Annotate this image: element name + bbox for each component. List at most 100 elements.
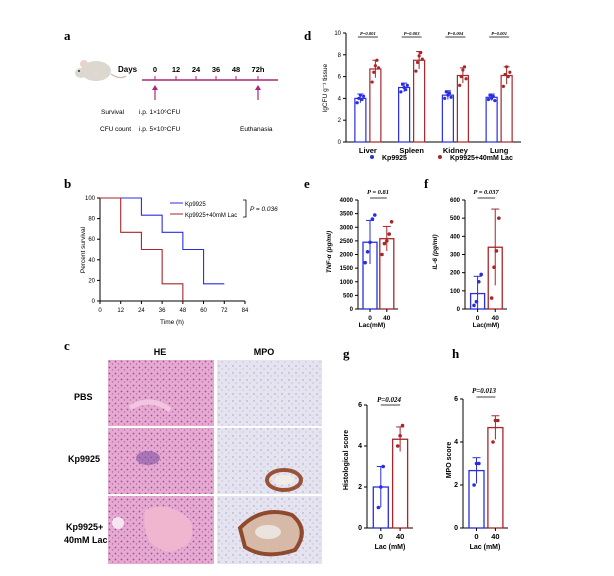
survival-dose: i.p. 1×10⁶CFU (139, 109, 180, 116)
data-point (464, 77, 468, 81)
data-point (477, 461, 481, 466)
p-value-label: P=0.001 (360, 31, 376, 36)
data-point (361, 94, 366, 98)
y-tick-label: 0 (454, 525, 458, 532)
mouse-icon (75, 60, 127, 81)
y-tick-label: 6 (338, 75, 342, 81)
data-point (375, 58, 379, 62)
category-label: Spleen (399, 146, 424, 155)
data-point (365, 249, 370, 254)
data-point (472, 483, 476, 487)
y-tick-label: 400 (450, 234, 461, 240)
mpo-image-kp (217, 428, 322, 494)
data-point (414, 69, 418, 73)
he-column-header: HE (154, 347, 167, 357)
tnf-chart: 0 500 1000 1500 2000 2500 3000 3500 4000 0 40 (340, 197, 398, 322)
y-tick-label: 6 (454, 396, 458, 403)
data-point (417, 54, 421, 58)
histology-chart: 0 2 4 6 0 40 (358, 402, 413, 541)
y-tick-label: 80 (88, 217, 95, 223)
x-tick-label: 0 (476, 315, 480, 322)
data-point (389, 220, 394, 224)
histology-y-label: Histological score (343, 430, 350, 490)
p-value-label: P=0.001 (491, 31, 507, 36)
data-point (376, 505, 381, 510)
y-tick-label: 200 (450, 271, 461, 277)
tnf-p-value: P = 0.81 (367, 189, 389, 196)
cfu-legend-lac: Kp9925+40mM Lac (450, 155, 513, 162)
tnf-y-label: TNF-α (pg/ml) (326, 231, 333, 273)
category-label: Liver (359, 146, 377, 155)
data-point (370, 80, 374, 84)
legend-lac-label: Kp9925+40mM Lac (185, 213, 237, 219)
data-point (501, 84, 506, 89)
survival-x-label: Time (h) (160, 319, 184, 326)
y-tick-label: 0 (350, 307, 354, 313)
data-point (370, 217, 375, 221)
bar-spleen-kp (398, 86, 411, 143)
panel-f-letter: f (424, 176, 429, 191)
y-tick-label: 10 (334, 31, 341, 37)
y-tick-label: 500 (450, 216, 461, 222)
x-tick-label: 0 (368, 315, 372, 322)
panel-g: g 0 2 4 6 0 40 Histological score Lac (mM) P=… (343, 346, 413, 551)
bar-lung-kp (485, 96, 498, 143)
data-point (385, 239, 389, 243)
data-point (387, 232, 392, 236)
y-tick-label: 4 (338, 96, 342, 102)
survival-y-label: Percent survival (80, 226, 87, 273)
x-tick-label: 24 (138, 308, 145, 314)
mpo-score-chart: 0 2 4 6 0 40 (454, 396, 508, 541)
data-point (399, 90, 403, 94)
y-tick-label: 100 (85, 196, 96, 202)
data-point (395, 444, 400, 448)
y-tick-label: 60 (88, 237, 95, 243)
panel-h: h 0 2 4 6 0 40 MPO score Lac (mM) P=0.013 (446, 346, 508, 551)
bar-liver-kp (354, 97, 367, 143)
panel-d-letter: d (304, 28, 312, 43)
data-point (459, 75, 463, 79)
data-point (447, 91, 452, 95)
euthanasia-arrow-icon (255, 85, 261, 100)
data-point (400, 82, 405, 86)
il6-chart: 0 100 200 300 400 500 600 0 40 (450, 197, 507, 322)
data-point (486, 97, 491, 102)
p-value-bracket (243, 199, 247, 218)
y-tick-label: 2 (338, 118, 342, 124)
data-point (368, 240, 372, 245)
day-tick-label: 0 (153, 65, 157, 74)
data-point (355, 101, 359, 105)
x-tick-label: 60 (200, 308, 207, 314)
data-point (398, 433, 402, 438)
survival-x-ticks: 0 12 24 36 48 60 72 84 (98, 301, 249, 314)
y-tick-label: 20 (88, 278, 95, 284)
bar-lac (391, 438, 409, 529)
day-tick-label: 24 (192, 65, 201, 74)
y-tick-label: 4000 (340, 198, 354, 204)
data-point (491, 440, 495, 444)
x-tick-label: 72 (221, 308, 228, 314)
x-tick-label: 0 (379, 532, 383, 541)
y-tick-label: 2 (454, 482, 458, 489)
y-tick-label: 8 (338, 53, 342, 59)
il6-p-value: P = 0.037 (473, 189, 499, 196)
y-tick-label: 2 (358, 484, 362, 491)
data-point (449, 95, 453, 99)
data-point (461, 68, 465, 72)
data-point (458, 83, 462, 87)
legend-dot-lac (438, 155, 442, 159)
category-label: Kidney (443, 146, 469, 155)
data-point (506, 75, 510, 79)
he-image-lac (108, 496, 214, 564)
data-point (497, 216, 501, 220)
he-image-pbs (108, 360, 214, 426)
panel-b: b 0 20 40 60 80 100 0 12 24 36 48 60 72 84 Percent s… (64, 176, 278, 326)
mpo-y-label: MPO score (446, 442, 453, 479)
panel-g-letter: g (343, 346, 350, 361)
mpo-column-header: MPO (254, 347, 275, 357)
data-point (358, 93, 362, 97)
legend-kp-label: Kp9925 (185, 202, 206, 208)
cfu-y-label: lgCFU g⁻¹ tissue (322, 64, 329, 113)
panel-b-letter: b (64, 176, 71, 191)
